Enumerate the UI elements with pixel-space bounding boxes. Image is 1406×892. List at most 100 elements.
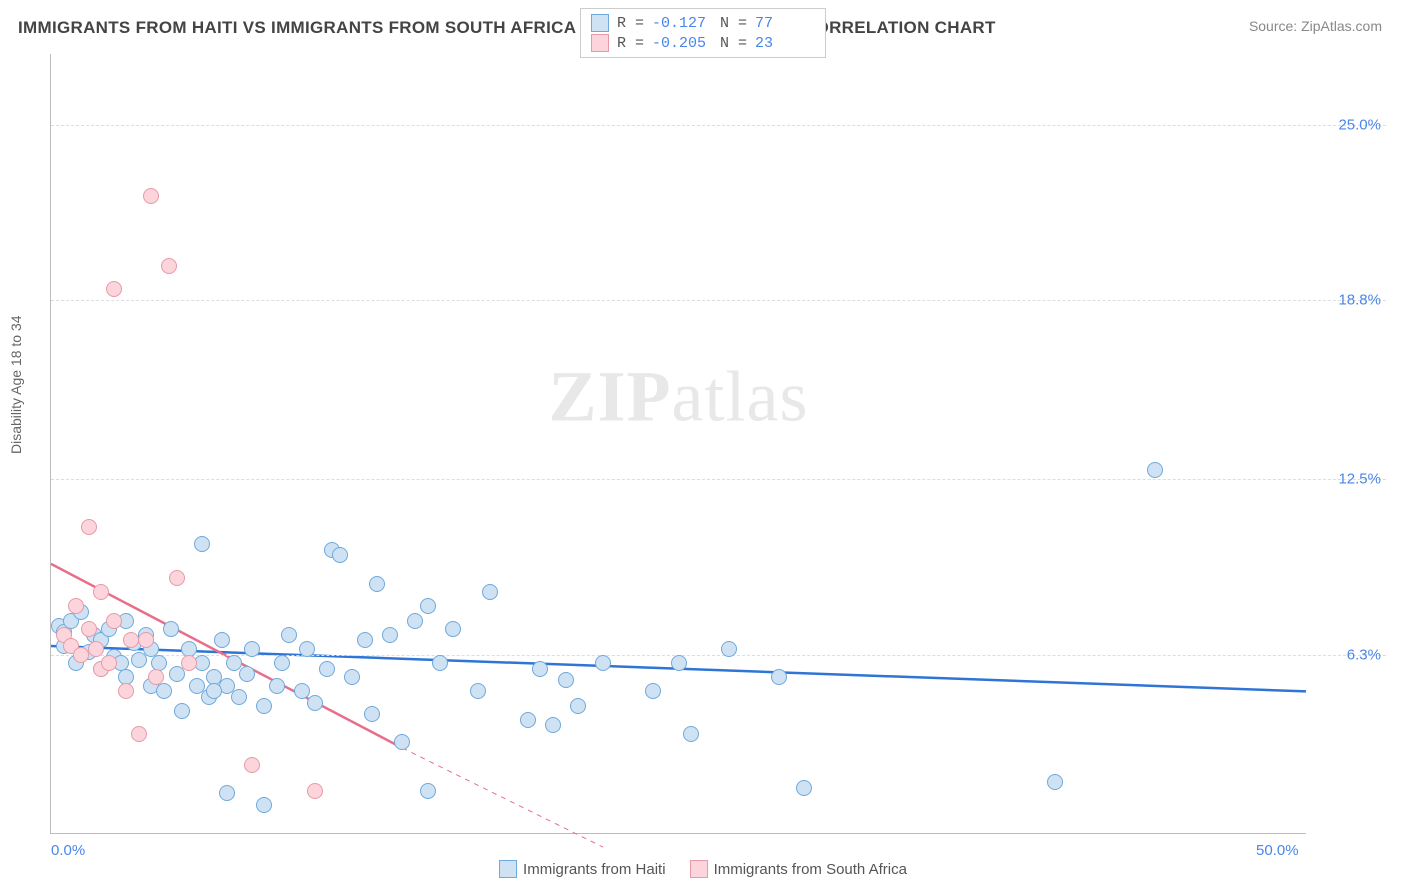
data-point [73, 647, 89, 663]
data-point [194, 536, 210, 552]
y-tick-label: 12.5% [1338, 470, 1381, 487]
data-point [1047, 774, 1063, 790]
x-tick-label: 0.0% [51, 842, 85, 859]
data-point [520, 712, 536, 728]
data-point [81, 519, 97, 535]
n-label: N = [720, 15, 747, 32]
data-point [93, 584, 109, 600]
data-point [344, 669, 360, 685]
legend-row: R = -0.205 N = 23 [591, 33, 815, 53]
legend-row: R = -0.127 N = 77 [591, 13, 815, 33]
data-point [307, 695, 323, 711]
data-point [156, 683, 172, 699]
data-point [671, 655, 687, 671]
data-point [796, 780, 812, 796]
data-point [256, 797, 272, 813]
n-label: N = [720, 35, 747, 52]
data-point [570, 698, 586, 714]
plot-container: Disability Age 18 to 34 ZIPatlas 6.3%12.… [50, 48, 1386, 844]
data-point [214, 632, 230, 648]
n-value: 23 [755, 35, 815, 52]
gridline [51, 125, 1386, 126]
data-point [181, 655, 197, 671]
data-point [219, 785, 235, 801]
legend-swatch [591, 14, 609, 32]
data-point [683, 726, 699, 742]
data-point [68, 598, 84, 614]
data-point [445, 621, 461, 637]
data-point [1147, 462, 1163, 478]
data-point [123, 632, 139, 648]
legend-swatch [690, 860, 708, 878]
legend-label: Immigrants from South Africa [714, 861, 907, 878]
data-point [281, 627, 297, 643]
series-legend: Immigrants from Haiti Immigrants from Sou… [499, 860, 907, 878]
data-point [771, 669, 787, 685]
plot-area: ZIPatlas 6.3%12.5%18.8%25.0%0.0%50.0% [50, 54, 1306, 834]
data-point [432, 655, 448, 671]
data-point [206, 683, 222, 699]
gridline [51, 479, 1386, 480]
legend-item: Immigrants from Haiti [499, 860, 666, 878]
data-point [169, 666, 185, 682]
gridline [51, 300, 1386, 301]
data-point [101, 655, 117, 671]
data-point [169, 570, 185, 586]
legend-item: Immigrants from South Africa [690, 860, 907, 878]
data-point [256, 698, 272, 714]
r-value: -0.205 [652, 35, 712, 52]
r-value: -0.127 [652, 15, 712, 32]
data-point [307, 783, 323, 799]
data-point [118, 683, 134, 699]
data-point [106, 613, 122, 629]
data-point [299, 641, 315, 657]
r-label: R = [617, 35, 644, 52]
data-point [244, 757, 260, 773]
data-point [407, 613, 423, 629]
data-point [595, 655, 611, 671]
y-tick-label: 6.3% [1347, 646, 1381, 663]
data-point [231, 689, 247, 705]
data-point [274, 655, 290, 671]
data-point [369, 576, 385, 592]
data-point [558, 672, 574, 688]
data-point [319, 661, 335, 677]
data-point [81, 621, 97, 637]
data-point [88, 641, 104, 657]
legend-swatch [591, 34, 609, 52]
legend-label: Immigrants from Haiti [523, 861, 666, 878]
data-point [131, 726, 147, 742]
data-point [143, 188, 159, 204]
data-point [161, 258, 177, 274]
trend-line-dash [402, 748, 603, 847]
data-point [545, 717, 561, 733]
data-point [131, 652, 147, 668]
data-point [106, 281, 122, 297]
data-point [332, 547, 348, 563]
data-point [382, 627, 398, 643]
data-point [721, 641, 737, 657]
data-point [394, 734, 410, 750]
n-value: 77 [755, 15, 815, 32]
data-point [420, 783, 436, 799]
data-point [482, 584, 498, 600]
legend-swatch [499, 860, 517, 878]
r-label: R = [617, 15, 644, 32]
y-tick-label: 25.0% [1338, 116, 1381, 133]
correlation-legend: R = -0.127 N = 77 R = -0.205 N = 23 [580, 8, 826, 58]
y-axis-label: Disability Age 18 to 34 [8, 315, 24, 454]
data-point [138, 632, 154, 648]
data-point [420, 598, 436, 614]
data-point [645, 683, 661, 699]
data-point [364, 706, 380, 722]
data-point [174, 703, 190, 719]
watermark: ZIPatlas [549, 355, 809, 438]
data-point [269, 678, 285, 694]
chart-title: IMMIGRANTS FROM HAITI VS IMMIGRANTS FROM… [18, 18, 996, 38]
data-point [532, 661, 548, 677]
y-tick-label: 18.8% [1338, 292, 1381, 309]
data-point [148, 669, 164, 685]
data-point [239, 666, 255, 682]
data-point [244, 641, 260, 657]
data-point [470, 683, 486, 699]
